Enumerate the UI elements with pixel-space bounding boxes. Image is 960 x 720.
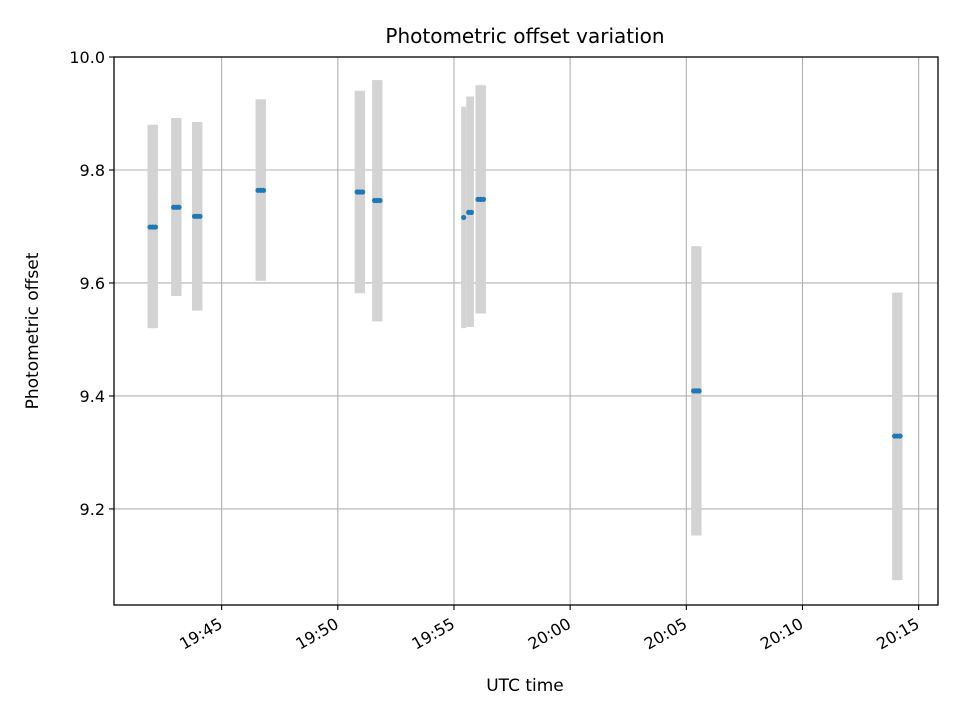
data-point (696, 388, 702, 394)
data-point (897, 433, 903, 439)
x-axis-title: UTC time (486, 676, 564, 696)
x-tick-label: 20:05 (641, 614, 690, 654)
x-tick-label: 20:00 (525, 614, 574, 654)
y-tick-label: 9.8 (80, 161, 105, 180)
x-tick-label: 19:50 (292, 614, 341, 654)
grid (114, 56, 938, 605)
x-tick-label: 19:55 (409, 614, 458, 654)
data-point (480, 196, 487, 202)
plot-frame (113, 56, 939, 606)
x-tick-label: 20:10 (757, 614, 806, 654)
y-axis-title: Photometric offset (23, 252, 43, 409)
y-tick-label: 9.2 (80, 500, 105, 519)
x-axis-ticks: 19:45 19:50 19:55 20:00 20:05 20:10 20:15 (176, 605, 923, 654)
y-tick-label: 10.0 (69, 48, 105, 67)
data-points (147, 187, 903, 439)
x-tick-label: 20:15 (873, 614, 922, 654)
error-bars (147, 80, 903, 581)
data-point (260, 187, 267, 193)
chart-title: Photometric offset variation (385, 24, 664, 48)
data-point (359, 189, 366, 195)
y-axis-ticks: 9.2 9.4 9.6 9.8 10.0 (69, 48, 114, 519)
data-point (197, 213, 203, 219)
data-point (176, 204, 182, 210)
y-tick-label: 9.4 (80, 387, 105, 406)
data-point (468, 209, 475, 215)
y-tick-label: 9.6 (80, 274, 105, 293)
x-tick-label: 19:45 (176, 614, 225, 654)
data-point (377, 197, 383, 204)
data-point (152, 224, 159, 230)
data-point (461, 214, 467, 221)
